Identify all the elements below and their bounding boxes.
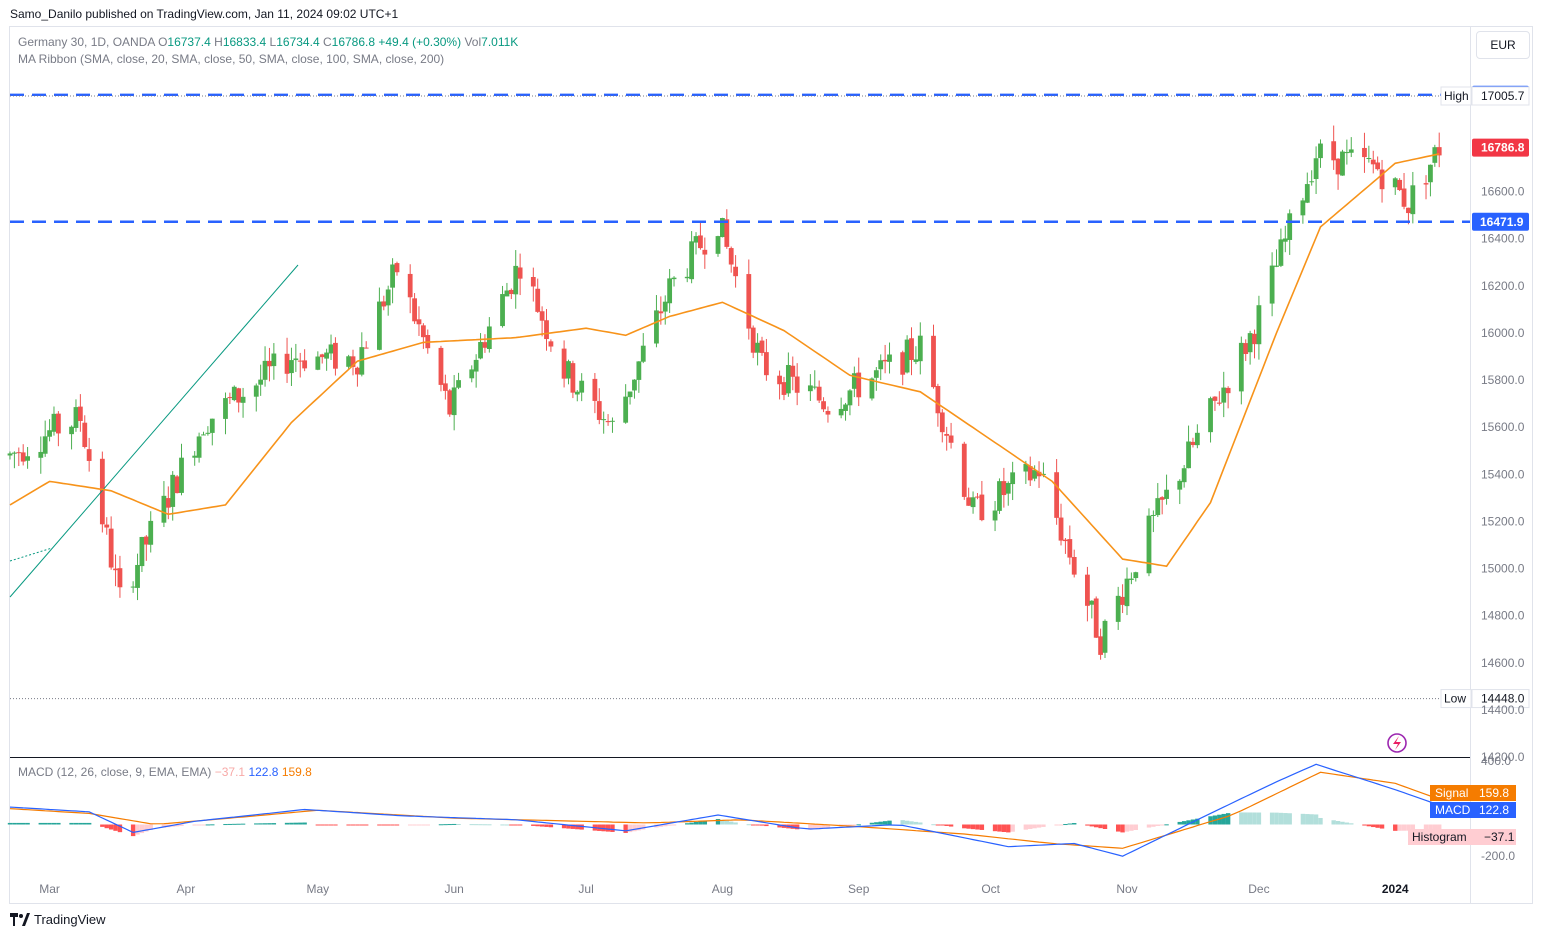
- footer: TradingView: [10, 912, 106, 927]
- close-value: 16786.8: [331, 35, 376, 49]
- low-label: L: [269, 35, 277, 49]
- macd-title: MACD (12, 26, close, 9, EMA, EMA): [18, 765, 212, 779]
- high-value: 16833.4: [222, 35, 267, 49]
- symbol-legend: Germany 30, 1D, OANDA O16737.4 H16833.4 …: [18, 35, 518, 49]
- close-label: C: [322, 35, 332, 49]
- change-value: +49.4 (+0.30%): [378, 35, 462, 49]
- volume-value: 7.011K: [481, 35, 519, 49]
- footer-brand[interactable]: TradingView: [34, 912, 106, 927]
- open-value: 16737.4: [167, 35, 211, 49]
- publisher-line: Samo_Danilo published on TradingView.com…: [10, 7, 399, 21]
- macd-histogram-value: −37.1: [214, 765, 246, 779]
- open-label: O: [158, 35, 168, 49]
- symbol-title[interactable]: Germany 30, 1D, OANDA: [18, 35, 155, 49]
- low-value: 16734.4: [276, 35, 320, 49]
- ma-ribbon-legend[interactable]: MA Ribbon (SMA, close, 20, SMA, close, 5…: [18, 52, 445, 66]
- tradingview-logo-icon: [10, 913, 30, 926]
- currency-button[interactable]: EUR: [1476, 31, 1530, 59]
- macd-legend[interactable]: MACD (12, 26, close, 9, EMA, EMA) −37.1 …: [18, 765, 312, 779]
- macd-signal-value: 159.8: [281, 765, 312, 779]
- chart-frame: [9, 26, 1533, 904]
- high-label: H: [214, 35, 223, 49]
- volume-label: Vol: [464, 35, 482, 49]
- macd-line-value: 122.8: [248, 765, 279, 779]
